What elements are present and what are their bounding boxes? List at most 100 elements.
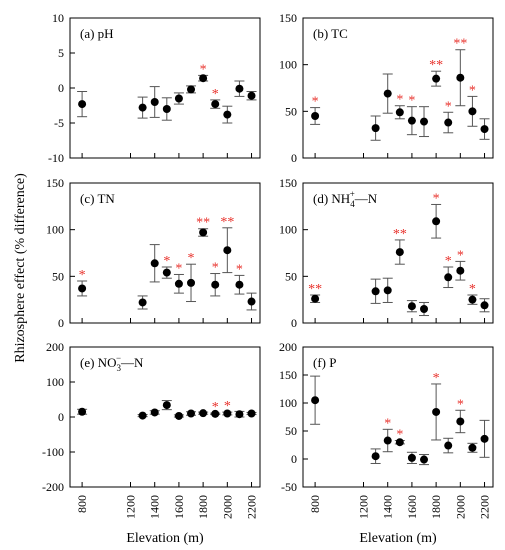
data-point <box>235 84 244 93</box>
significance-star: * <box>433 191 440 206</box>
data-point <box>432 74 441 83</box>
data-point <box>199 409 208 418</box>
y-tick-label: 100 <box>279 223 297 237</box>
data-point <box>174 411 183 420</box>
significance-star: * <box>457 397 464 412</box>
data-point <box>311 396 320 405</box>
data-point <box>456 73 465 82</box>
y-tick-label: 0 <box>58 81 64 95</box>
data-point <box>223 246 232 255</box>
data-point <box>247 409 256 418</box>
data-point <box>395 248 404 257</box>
significance-star: * <box>408 94 415 109</box>
data-point <box>420 117 429 126</box>
y-tick-label: -200 <box>42 480 64 494</box>
panel-label: (e) NO3−—N <box>80 353 144 373</box>
significance-star: * <box>175 261 182 276</box>
significance-star: ** <box>393 227 407 242</box>
x-tick-label: 2000 <box>220 495 234 519</box>
significance-star: * <box>433 371 440 386</box>
x-tick-label: 800 <box>75 495 89 513</box>
data-point <box>199 74 208 83</box>
significance-star: * <box>212 87 219 102</box>
panel-label: (b) TC <box>313 26 348 41</box>
data-point <box>407 453 416 462</box>
y-tick-label: 0 <box>291 151 297 165</box>
data-point <box>456 417 465 426</box>
data-point <box>311 112 320 120</box>
data-point <box>150 259 159 268</box>
data-point <box>187 85 196 94</box>
y-tick-label: 100 <box>46 223 64 237</box>
x-tick-label: 2200 <box>478 495 492 519</box>
x-tick-label: 2000 <box>453 495 467 519</box>
significance-star: ** <box>453 37 467 52</box>
data-point <box>174 279 183 288</box>
y-tick-label: -100 <box>42 445 64 459</box>
data-point <box>407 116 416 125</box>
data-point <box>211 409 220 418</box>
significance-star: ** <box>220 215 234 230</box>
significance-star: * <box>445 99 452 114</box>
x-tick-label: 1400 <box>148 495 162 519</box>
x-tick-label: 1800 <box>429 495 443 519</box>
y-tick-label: -10 <box>48 151 64 165</box>
data-point <box>444 273 453 282</box>
data-point <box>456 266 465 275</box>
data-point <box>138 298 147 307</box>
data-point <box>444 118 453 127</box>
y-tick-label: 50 <box>285 424 297 438</box>
significance-star: * <box>212 400 219 415</box>
significance-star: * <box>224 399 231 414</box>
y-tick-label: 200 <box>279 340 297 354</box>
panel-frame <box>302 17 494 159</box>
data-point <box>78 284 87 293</box>
y-tick-label: 5 <box>58 46 64 60</box>
data-point <box>480 125 489 134</box>
significance-star: * <box>236 262 243 277</box>
y-tick-label: -5 <box>54 116 64 130</box>
data-point <box>162 105 171 113</box>
y-tick-label: 150 <box>279 368 297 382</box>
significance-star: * <box>79 268 86 283</box>
significance-star: ** <box>308 282 322 297</box>
x-axis-title-left: Elevation (m) <box>126 531 204 546</box>
data-point <box>78 407 87 416</box>
data-point <box>311 294 320 303</box>
data-point <box>138 103 147 112</box>
x-tick-label: 1600 <box>405 495 419 519</box>
y-tick-label: 0 <box>291 316 297 330</box>
data-point <box>432 217 441 226</box>
data-point <box>174 94 183 103</box>
data-point <box>223 110 232 119</box>
y-tick-label: 150 <box>279 11 297 25</box>
significance-star: * <box>469 83 476 98</box>
x-tick-label: 1200 <box>124 495 138 519</box>
significance-star: ** <box>196 216 210 231</box>
data-point <box>235 280 244 289</box>
significance-star: * <box>396 93 403 108</box>
y-tick-label: 0 <box>291 452 297 466</box>
data-point <box>468 295 477 304</box>
significance-star: * <box>445 254 452 269</box>
x-tick-label: 1600 <box>172 495 186 519</box>
x-tick-label: 1800 <box>196 495 210 519</box>
significance-star: * <box>469 282 476 297</box>
x-axis-title-right: Elevation (m) <box>359 531 437 546</box>
data-point <box>235 410 244 419</box>
panel-frame <box>302 182 494 324</box>
data-point <box>407 302 416 311</box>
data-point <box>432 407 441 416</box>
data-point <box>383 286 392 295</box>
data-point <box>383 436 392 445</box>
data-point <box>187 409 196 418</box>
y-tick-label: 50 <box>52 269 64 283</box>
y-tick-label: 100 <box>46 375 64 389</box>
panel-label: (c) TN <box>80 191 115 206</box>
data-point <box>138 411 147 420</box>
significance-star: ** <box>429 58 443 73</box>
